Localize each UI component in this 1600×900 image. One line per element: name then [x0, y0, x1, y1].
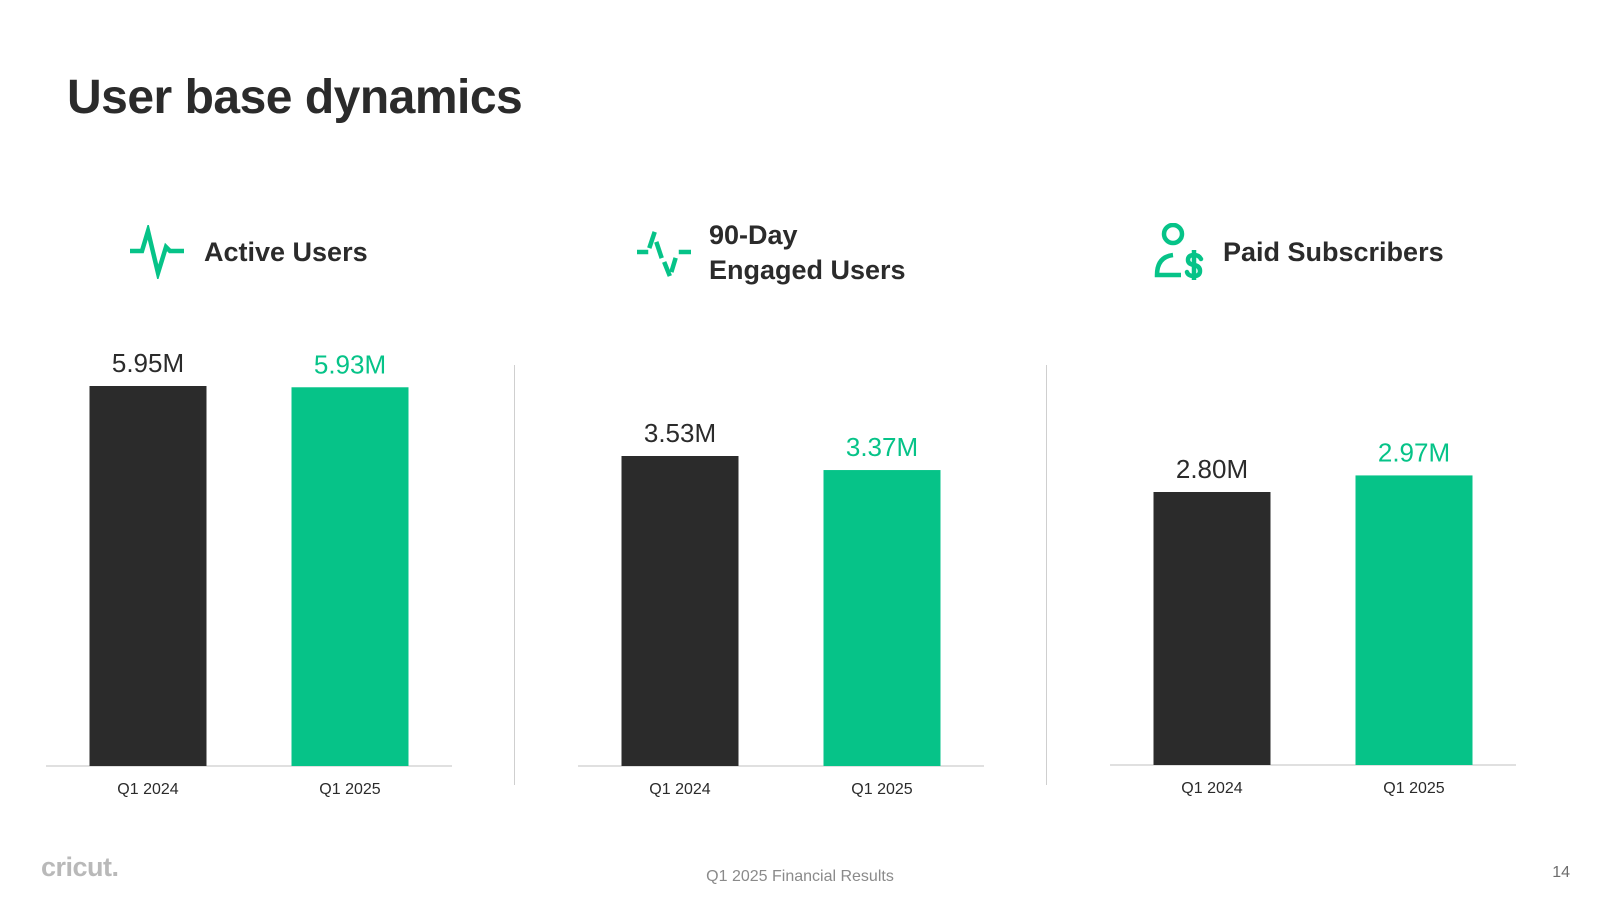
panel-header-active-users: Active Users: [129, 222, 368, 282]
x-tick-label: Q1 2024: [1181, 780, 1242, 797]
x-tick-label: Q1 2024: [649, 781, 710, 798]
bar-q1-2024: [89, 386, 207, 766]
x-tick-label: Q1 2025: [851, 781, 912, 798]
page-number: 14: [1552, 864, 1570, 881]
panel-header-paid-subscribers: Paid Subscribers: [1153, 222, 1444, 281]
dashed-pulse-icon: [636, 226, 692, 280]
pulse-icon: [129, 222, 185, 282]
panel-divider: [1046, 365, 1047, 785]
panel-label: 90-Day Engaged Users: [709, 218, 906, 288]
bar-value-label: 5.95M: [112, 348, 184, 378]
panel-label: Paid Subscribers: [1223, 235, 1444, 270]
x-tick-label: Q1 2024: [117, 781, 178, 798]
x-tick-label: Q1 2025: [1383, 780, 1444, 797]
panel-label-line: Active Users: [204, 236, 368, 267]
x-tick-label: Q1 2025: [319, 781, 380, 798]
bar-q1-2025: [823, 470, 941, 766]
bar-value-label: 3.53M: [644, 418, 716, 448]
bar-value-label: 3.37M: [846, 432, 918, 462]
page-title: User base dynamics: [67, 71, 523, 124]
panel-divider: [514, 365, 515, 785]
bar-q1-2024: [1153, 492, 1271, 765]
bar-value-label: 2.97M: [1378, 437, 1450, 467]
footer-caption: Q1 2025 Financial Results: [706, 868, 894, 885]
bar-q1-2025: [1355, 475, 1473, 765]
bar-q1-2024: [621, 456, 739, 766]
panel-label-line: Engaged Users: [709, 255, 906, 285]
bar-value-label: 2.80M: [1176, 454, 1248, 484]
subscriber-dollar-icon: [1153, 222, 1207, 281]
panel-label-line: 90-Day: [709, 220, 798, 250]
panel-label: Active Users: [204, 235, 368, 270]
panel-label-line: Paid Subscribers: [1223, 236, 1444, 267]
cricut-logo: cricut.: [41, 852, 119, 882]
panel-header-engaged-users: 90-Day Engaged Users: [636, 218, 906, 288]
bar-q1-2025: [291, 387, 409, 766]
bar-value-label: 5.93M: [314, 349, 386, 379]
